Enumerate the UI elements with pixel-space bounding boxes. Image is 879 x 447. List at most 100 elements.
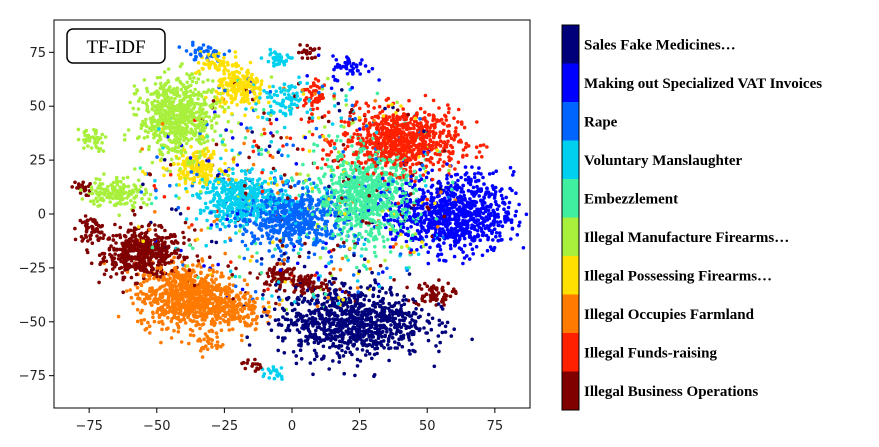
point-illegal-occupies-farmland (183, 321, 188, 325)
point-illegal-occupies-farmland (300, 88, 305, 92)
point-sales-fake-medicines (436, 302, 441, 306)
point-making-out-specialized-vat-invoices (499, 193, 504, 198)
point-illegal-occupies-farmland (191, 263, 195, 267)
point-illegal-funds-raising (373, 114, 378, 119)
point-illegal-occupies-farmland (248, 294, 253, 299)
point-illegal-occupies-farmland (200, 355, 205, 359)
point-illegal-manufacture-firearms (190, 79, 195, 84)
point-illegal-possessing-firearms (248, 60, 253, 65)
point-embezzlement (352, 246, 357, 250)
point-making-out-specialized-vat-invoices (500, 197, 505, 201)
point-embezzlement (259, 271, 264, 275)
point-making-out-specialized-vat-invoices (478, 238, 483, 242)
point-illegal-manufacture-firearms (108, 200, 112, 204)
point-voluntary-manslaughter (275, 373, 279, 377)
point-illegal-occupies-farmland (172, 255, 176, 260)
point-illegal-business-operations (434, 288, 439, 292)
point-rape (325, 191, 330, 196)
point-voluntary-manslaughter (203, 201, 208, 206)
point-illegal-manufacture-firearms (159, 157, 164, 161)
point-illegal-funds-raising (343, 147, 348, 151)
point-making-out-specialized-vat-invoices (504, 195, 509, 200)
point-illegal-occupies-farmland (394, 242, 398, 246)
point-sales-fake-medicines (298, 348, 303, 353)
point-sales-fake-medicines (371, 320, 375, 325)
point-illegal-manufacture-firearms (202, 90, 206, 94)
point-rape (318, 135, 322, 139)
point-sales-fake-medicines (315, 354, 319, 359)
point-illegal-manufacture-firearms (106, 184, 110, 189)
point-sales-fake-medicines (322, 329, 326, 333)
point-illegal-manufacture-firearms (318, 255, 323, 260)
point-illegal-occupies-farmland (116, 314, 121, 319)
point-rape (274, 237, 279, 241)
point-sales-fake-medicines (261, 293, 265, 297)
point-making-out-specialized-vat-invoices (480, 253, 485, 258)
point-illegal-funds-raising (456, 160, 461, 165)
point-illegal-occupies-farmland (146, 320, 150, 325)
point-illegal-manufacture-firearms (141, 201, 146, 205)
point-illegal-occupies-farmland (255, 314, 259, 319)
point-embezzlement (364, 229, 368, 234)
point-voluntary-manslaughter (194, 217, 199, 221)
point-making-out-specialized-vat-invoices (470, 165, 474, 169)
point-sales-fake-medicines (331, 344, 335, 348)
point-rape (222, 52, 227, 57)
point-sales-fake-medicines (328, 324, 332, 329)
point-illegal-possessing-firearms (179, 175, 183, 180)
point-illegal-business-operations (282, 288, 287, 293)
point-making-out-specialized-vat-invoices (392, 218, 397, 223)
point-illegal-possessing-firearms (197, 69, 201, 74)
point-sales-fake-medicines (294, 354, 299, 358)
point-rape (227, 49, 232, 53)
point-sales-fake-medicines (365, 349, 370, 354)
point-sales-fake-medicines (384, 291, 388, 295)
point-illegal-manufacture-firearms (168, 169, 173, 174)
point-sales-fake-medicines (387, 334, 392, 338)
point-voluntary-manslaughter (282, 125, 287, 130)
point-embezzlement (259, 152, 264, 157)
point-embezzlement (329, 178, 334, 182)
point-illegal-business-operations (196, 259, 201, 263)
point-illegal-business-operations (309, 273, 314, 278)
point-illegal-manufacture-firearms (202, 140, 207, 145)
point-illegal-business-operations (419, 287, 424, 291)
point-illegal-business-operations (95, 227, 99, 231)
point-illegal-possessing-firearms (283, 280, 287, 284)
point-embezzlement (373, 244, 377, 249)
point-sales-fake-medicines (425, 331, 430, 335)
point-voluntary-manslaughter (211, 182, 216, 187)
point-illegal-manufacture-firearms (176, 76, 180, 81)
point-rape (184, 49, 189, 53)
point-embezzlement (412, 169, 417, 174)
point-voluntary-manslaughter (404, 266, 409, 270)
point-illegal-manufacture-firearms (166, 67, 171, 71)
point-voluntary-manslaughter (251, 144, 255, 149)
point-embezzlement (312, 142, 316, 146)
point-rape (333, 210, 337, 215)
point-rape (240, 239, 245, 244)
point-sales-fake-medicines (337, 108, 342, 113)
point-illegal-possessing-firearms (186, 172, 190, 177)
point-illegal-business-operations (104, 268, 108, 273)
point-embezzlement (388, 250, 393, 254)
point-illegal-occupies-farmland (227, 282, 232, 287)
point-illegal-occupies-farmland (191, 333, 196, 338)
point-illegal-possessing-firearms (224, 148, 228, 153)
point-sales-fake-medicines (333, 277, 338, 281)
point-voluntary-manslaughter (269, 170, 274, 175)
point-illegal-manufacture-firearms (192, 76, 196, 80)
point-illegal-manufacture-firearms (125, 175, 130, 180)
point-voluntary-manslaughter (278, 86, 282, 91)
point-illegal-funds-raising (391, 245, 396, 249)
point-illegal-manufacture-firearms (211, 79, 215, 83)
point-illegal-funds-raising (168, 172, 173, 177)
point-making-out-specialized-vat-invoices (446, 181, 450, 185)
point-voluntary-manslaughter (254, 102, 258, 106)
point-sales-fake-medicines (437, 318, 442, 323)
point-illegal-business-operations (250, 364, 254, 368)
point-illegal-business-operations (181, 230, 185, 235)
point-illegal-funds-raising (441, 121, 445, 125)
point-illegal-possessing-firearms (268, 176, 273, 181)
point-sales-fake-medicines (272, 307, 277, 312)
